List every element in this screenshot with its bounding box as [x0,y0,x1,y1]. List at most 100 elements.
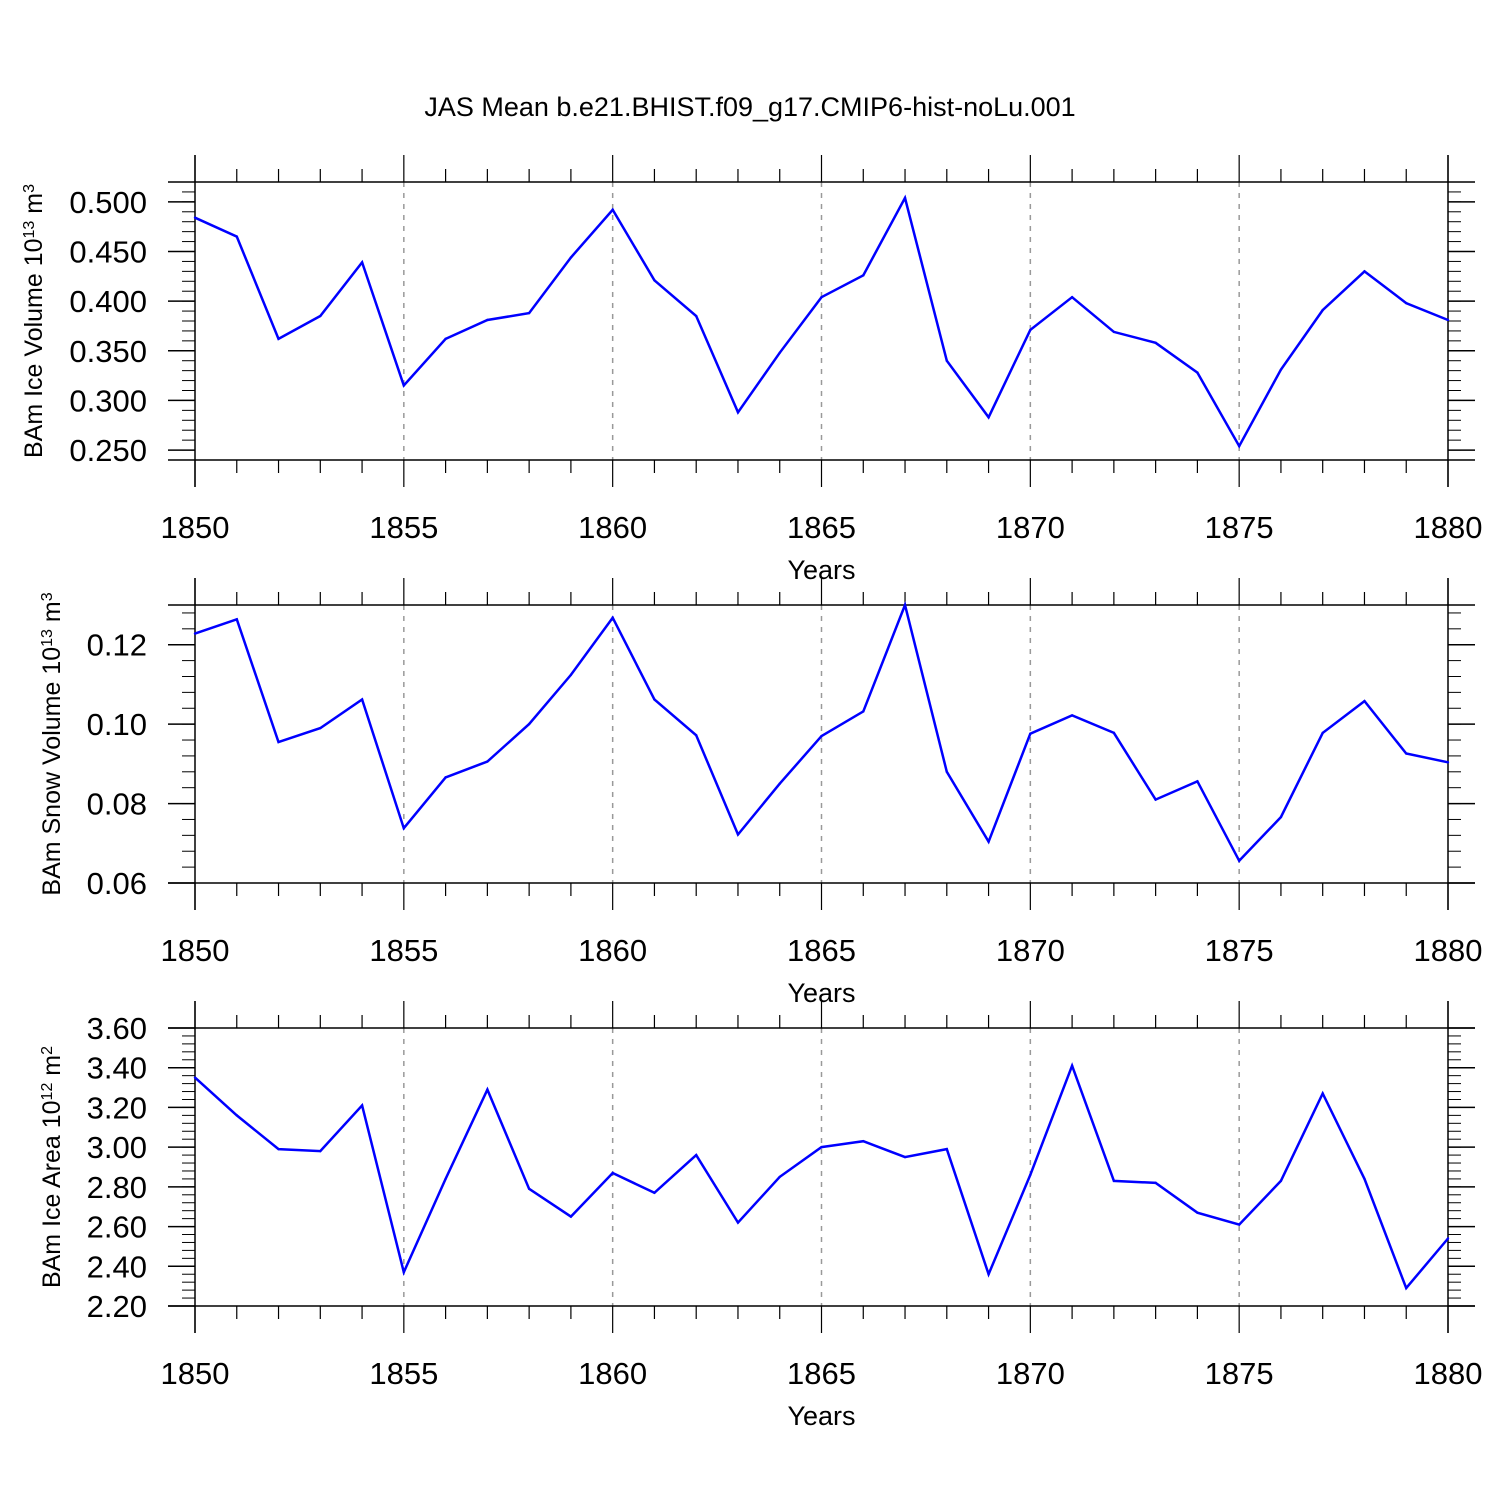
x-tick-label: 1860 [578,1356,647,1391]
x-tick-label: 1855 [369,510,438,545]
y-tick-label: 2.20 [87,1289,147,1324]
x-tick-label: 1870 [996,933,1065,968]
x-tick-label: 1850 [161,933,230,968]
data-point [1363,270,1366,273]
data-point [1196,780,1199,783]
data-point [1363,1177,1366,1181]
data-point [1029,328,1032,332]
data-point [862,1139,865,1143]
y-tick-label: 2.40 [87,1249,147,1284]
data-point [1070,1064,1074,1067]
data-point [903,1155,907,1159]
data-point [319,1149,322,1153]
data-point [444,337,447,341]
x-tick-label: 1880 [1414,933,1483,968]
data-point [1446,1237,1450,1240]
data-point [695,314,698,318]
x-tick-label: 1850 [161,510,230,545]
data-point [736,411,740,414]
y-tick-label: 0.350 [69,334,147,369]
data-point [360,698,364,701]
data-point [360,1104,364,1107]
data-point [569,673,573,677]
data-point [695,1153,698,1157]
data-point [1363,699,1366,703]
data-point [945,1147,948,1151]
y-tick-label: 0.250 [69,433,147,468]
data-point [1112,731,1116,735]
data-point [611,208,614,211]
data-point [277,337,280,341]
y-tick-label: 3.60 [87,1011,147,1046]
data-point [1154,341,1157,345]
x-tick-label: 1875 [1205,1356,1274,1391]
y-tick-label: 2.60 [87,1210,147,1245]
data-point [569,1215,573,1218]
x-tick-label: 1860 [578,510,647,545]
x-tick-label: 1860 [578,933,647,968]
data-point [778,782,781,785]
data-point [987,416,990,419]
data-point [1279,815,1283,819]
data-point [1237,859,1241,862]
chart-panel-2: 0.06 0.08 0.10 0.12 1850 1855 1860 1865 1870 1875… [38,578,1482,1008]
data-point [360,261,364,264]
data-point [945,359,948,362]
data-point [695,734,698,737]
data-point [235,618,238,621]
data-point [527,311,531,315]
data-point [1154,798,1157,801]
data-point [1405,752,1408,755]
y-tick-label: 0.400 [69,284,147,319]
x-axis-label: Years [787,1401,855,1431]
data-point [820,1145,823,1149]
data-point [1237,1223,1241,1226]
data-point [402,384,406,387]
y-tick-label: 0.300 [69,383,147,418]
y-tick-label: 0.450 [69,235,147,270]
data-point [1321,1092,1324,1095]
data-point [193,216,197,219]
y-tick-label: 0.12 [87,628,147,663]
x-tick-label: 1850 [161,1356,230,1391]
chart-panel-3: 2.20 2.40 2.60 2.80 3.00 3.20 3.40 3.60 1850 1855… [38,1001,1482,1431]
y-axis-label: BAm Ice Area 1012 m2 [38,1046,66,1288]
data-point [862,710,865,713]
data-point [277,740,280,744]
data-point [319,726,322,730]
data-point [1446,318,1450,322]
y-tick-label: 0.06 [87,866,147,901]
data-point [1279,368,1283,371]
data-point [653,1191,656,1195]
data-point [277,1147,280,1151]
data-point [903,603,907,607]
y-axis-label: BAm Snow Volume 1013 m3 [38,592,66,895]
data-point [1279,1179,1283,1183]
data-point [736,1221,740,1224]
data-point [235,1114,238,1117]
data-point [1029,732,1032,735]
data-point [444,776,447,779]
data-point [402,1271,406,1274]
x-tick-label: 1875 [1205,510,1274,545]
data-point [319,314,322,318]
data-point [444,1177,447,1181]
data-point [1405,1286,1408,1290]
data-point [569,256,573,259]
data-point [1321,731,1324,735]
data-point [945,770,948,773]
data-point [486,318,489,322]
x-tick-label: 1855 [369,933,438,968]
data-point [1446,761,1450,764]
x-tick-label: 1865 [787,1356,856,1391]
data-point [653,698,656,701]
series-line [194,1062,1449,1291]
data-point [653,279,656,282]
y-tick-label: 0.500 [69,185,147,220]
data-point [820,295,823,299]
data-point [527,1187,531,1191]
series-line [194,194,1449,449]
data-point [193,1076,197,1079]
x-tick-label: 1870 [996,510,1065,545]
